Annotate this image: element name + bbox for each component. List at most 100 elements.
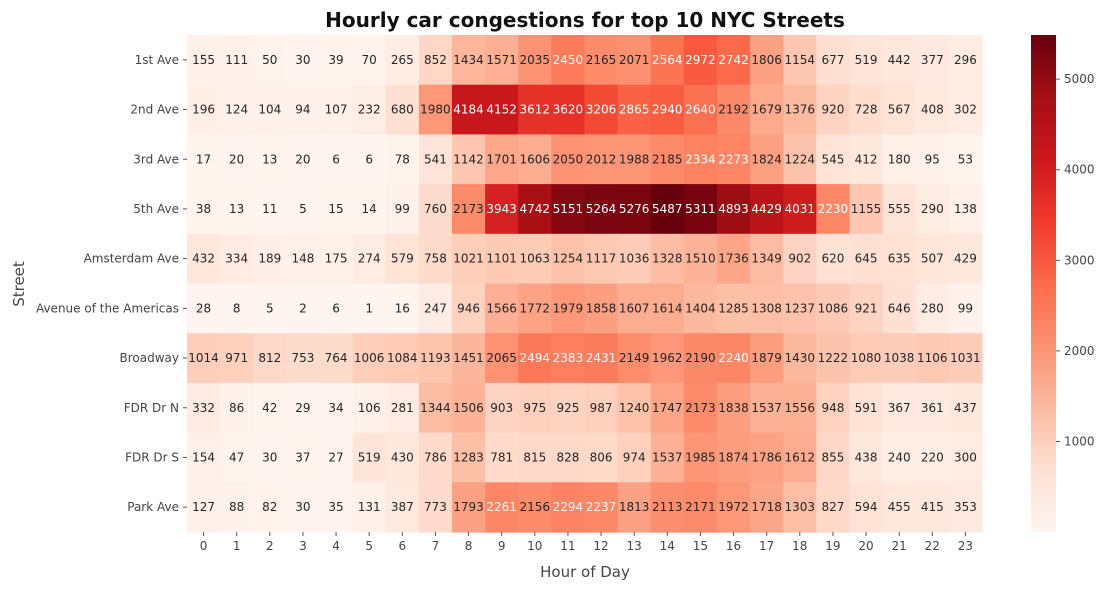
cell-value-label: 1606 [520, 152, 551, 166]
heatmap-cell [518, 283, 552, 334]
heatmap-cell [717, 382, 751, 434]
cell-value-label: 2431 [586, 351, 617, 365]
cell-value-label: 1086 [818, 301, 849, 315]
cell-value-label: 353 [954, 500, 977, 514]
heatmap-cell [187, 84, 221, 135]
cell-value-label: 2190 [685, 351, 716, 365]
heatmap-cell [352, 283, 387, 334]
cell-value-label: 5487 [652, 202, 683, 216]
cell-value-label: 240 [888, 450, 911, 464]
cell-value-label: 302 [954, 103, 977, 117]
heatmap-cell [617, 84, 652, 135]
heatmap-cell [750, 333, 784, 384]
heatmap-cell [253, 134, 287, 185]
heatmap-cell [683, 84, 718, 135]
cell-value-label: 37 [295, 450, 310, 464]
cell-value-label: 1614 [652, 301, 683, 315]
heatmap-cell [617, 184, 652, 235]
cell-value-label: 764 [325, 351, 348, 365]
heatmap-cell [286, 482, 321, 533]
heatmap-cell [452, 283, 486, 334]
heatmap-cell [385, 84, 420, 135]
x-axis-ticks: 0 1 2 3 4 5 6 7 8 9 10 11 12 13 14 15 16 17 18 19 20 21 22 23 [200, 532, 973, 553]
heatmap-cell [485, 233, 519, 285]
cell-value-label: 753 [291, 351, 314, 365]
cell-value-label: 579 [391, 252, 414, 266]
cell-value-label: 8 [233, 301, 241, 315]
x-tick-label: 4 [332, 539, 340, 553]
heatmap-cell [783, 184, 817, 235]
heatmap-cell [385, 35, 420, 86]
cell-value-label: 2185 [652, 152, 683, 166]
heatmap-cell [650, 432, 685, 483]
heatmap-cell [750, 283, 784, 334]
heatmap-cell [551, 382, 586, 434]
cell-value-label: 545 [821, 152, 844, 166]
cell-value-label: 99 [395, 202, 410, 216]
cell-value-label: 815 [523, 450, 546, 464]
cell-value-label: 4184 [453, 103, 484, 117]
cell-value-label: 35 [328, 500, 343, 514]
heatmap-cell [683, 184, 718, 235]
y-tick-label: Amsterdam Ave [84, 252, 179, 266]
cell-value-label: 1154 [785, 53, 816, 67]
heatmap-cell [418, 482, 453, 533]
cell-value-label: 812 [258, 351, 281, 365]
cell-value-label: 6 [332, 152, 340, 166]
cell-value-label: 1080 [851, 351, 882, 365]
heatmap-cell [882, 382, 917, 434]
heatmap-cell [617, 482, 652, 533]
heatmap-cell [915, 233, 950, 285]
cell-value-label: 1506 [453, 401, 484, 415]
heatmap-cell [418, 333, 453, 384]
cell-value-label: 2192 [718, 103, 749, 117]
heatmap-cell [650, 283, 685, 334]
cell-value-label: 6 [365, 152, 373, 166]
cell-value-label: 16 [395, 301, 410, 315]
cell-value-label: 2171 [685, 500, 716, 514]
cell-value-label: 852 [424, 53, 447, 67]
cell-value-label: 2494 [520, 351, 551, 365]
cell-value-label: 1344 [420, 401, 451, 415]
heatmap-cell [418, 432, 453, 483]
heatmap-cell [617, 233, 652, 285]
heatmap-cell [385, 482, 420, 533]
heatmap-cell [253, 482, 287, 533]
y-axis-label: Street [10, 261, 28, 307]
cell-value-label: 50 [262, 53, 277, 67]
cell-value-label: 1240 [619, 401, 650, 415]
heatmap-cell [750, 184, 784, 235]
x-tick-label: 20 [858, 539, 873, 553]
cell-value-label: 124 [225, 103, 248, 117]
heatmap-cell [220, 333, 254, 384]
cell-value-label: 1701 [486, 152, 517, 166]
heatmap-cell [352, 184, 387, 235]
cell-value-label: 442 [888, 53, 911, 67]
heatmap-cell [683, 482, 718, 533]
cell-value-label: 5311 [685, 202, 716, 216]
heatmap-cell [551, 432, 586, 483]
cell-value-label: 39 [328, 53, 343, 67]
cell-value-label: 2261 [486, 500, 517, 514]
cell-value-label: 14 [362, 202, 377, 216]
cell-value-label: 20 [295, 152, 310, 166]
cell-value-label: 387 [391, 500, 414, 514]
x-tick-label: 17 [759, 539, 774, 553]
cell-value-label: 4893 [718, 202, 749, 216]
cell-value-label: 1303 [785, 500, 816, 514]
heatmap-cell [948, 333, 983, 384]
cell-value-label: 1 [365, 301, 373, 315]
heatmap-cell [915, 432, 950, 483]
heatmap-cell [452, 84, 486, 135]
cell-value-label: 432 [192, 252, 215, 266]
cell-value-label: 1786 [751, 450, 782, 464]
heatmap-cell [816, 184, 851, 235]
heatmap-cell [187, 134, 221, 185]
cell-value-label: 220 [921, 450, 944, 464]
cell-value-label: 2294 [553, 500, 584, 514]
cell-value-label: 265 [391, 53, 414, 67]
heatmap-cell [783, 482, 817, 533]
cell-value-label: 902 [788, 252, 811, 266]
colorbar-tick-label: 5000 [1064, 72, 1095, 86]
cell-value-label: 2334 [685, 152, 716, 166]
